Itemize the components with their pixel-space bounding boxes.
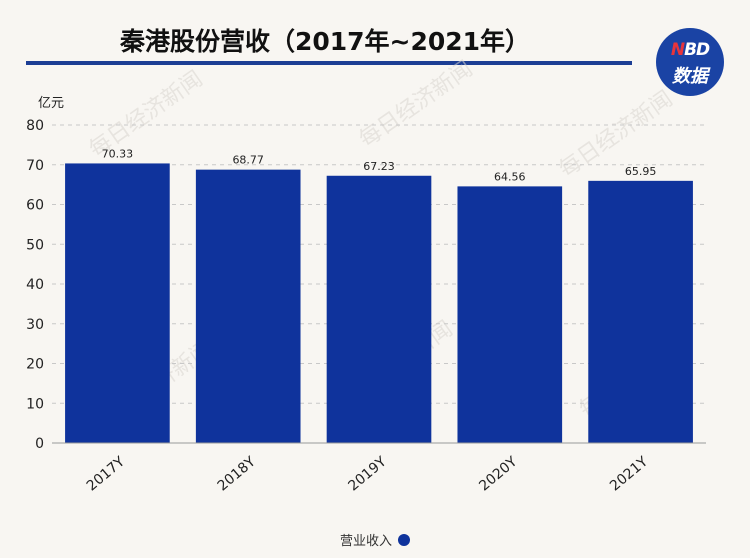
y-tick-label: 80: [26, 118, 44, 134]
legend-label: 营业收入: [339, 534, 392, 549]
logo-text-data: 数据: [672, 66, 708, 87]
x-tick-label: 2020Y: [476, 454, 520, 495]
chart-title: 秦港股份营收（2017年~2021年）: [119, 27, 531, 56]
bar: [195, 169, 301, 443]
legend-marker: [398, 534, 410, 546]
y-tick-label: 40: [26, 277, 44, 293]
y-tick-label: 20: [26, 357, 44, 373]
bar: [457, 186, 563, 443]
y-tick-label: 50: [26, 237, 44, 253]
bar-value-label: 70.33: [102, 147, 134, 160]
y-axis-label: 亿元: [38, 96, 64, 111]
bar-value-label: 65.95: [625, 165, 657, 178]
bar-value-label: 64.56: [494, 170, 526, 183]
bar-chart: 每日经济新闻每日经济新闻每日经济新闻每日经济新闻每日经济新闻每日经济新闻 010…: [26, 57, 706, 495]
y-tick-label: 0: [35, 436, 44, 452]
x-tick-label: 2019Y: [345, 454, 389, 495]
bar: [65, 163, 170, 444]
y-tick-label: 70: [26, 158, 44, 174]
y-tick-label: 60: [26, 198, 44, 214]
y-tick-label: 30: [26, 317, 44, 333]
x-axis-ticks: 2017Y 2018Y 2019Y 2020Y 2021Y: [84, 454, 652, 495]
x-tick-label: 2021Y: [607, 454, 651, 495]
watermark-text: 每日经济新闻: [355, 57, 477, 153]
bar-value-label: 68.77: [232, 154, 264, 167]
bar: [326, 175, 432, 444]
x-tick-label: 2018Y: [215, 454, 259, 495]
watermark-text: 每日经济新闻: [555, 87, 677, 183]
legend: 营业收入: [0, 530, 750, 549]
x-tick-label: 2017Y: [84, 454, 128, 495]
y-axis-ticks: 0 10 20 30 40 50 60 70 80: [26, 118, 44, 452]
value-labels: 70.33 68.77 67.23 64.56 65.95: [102, 147, 657, 183]
title-underline: [26, 61, 632, 65]
logo-letter-n: N: [670, 40, 685, 60]
logo-letters-bd: BD: [684, 40, 710, 60]
y-tick-label: 10: [26, 396, 44, 412]
bar: [588, 180, 693, 443]
bar-value-label: 67.23: [363, 160, 395, 173]
nbd-logo: NBD 数据: [656, 28, 724, 96]
bars: [65, 163, 693, 444]
